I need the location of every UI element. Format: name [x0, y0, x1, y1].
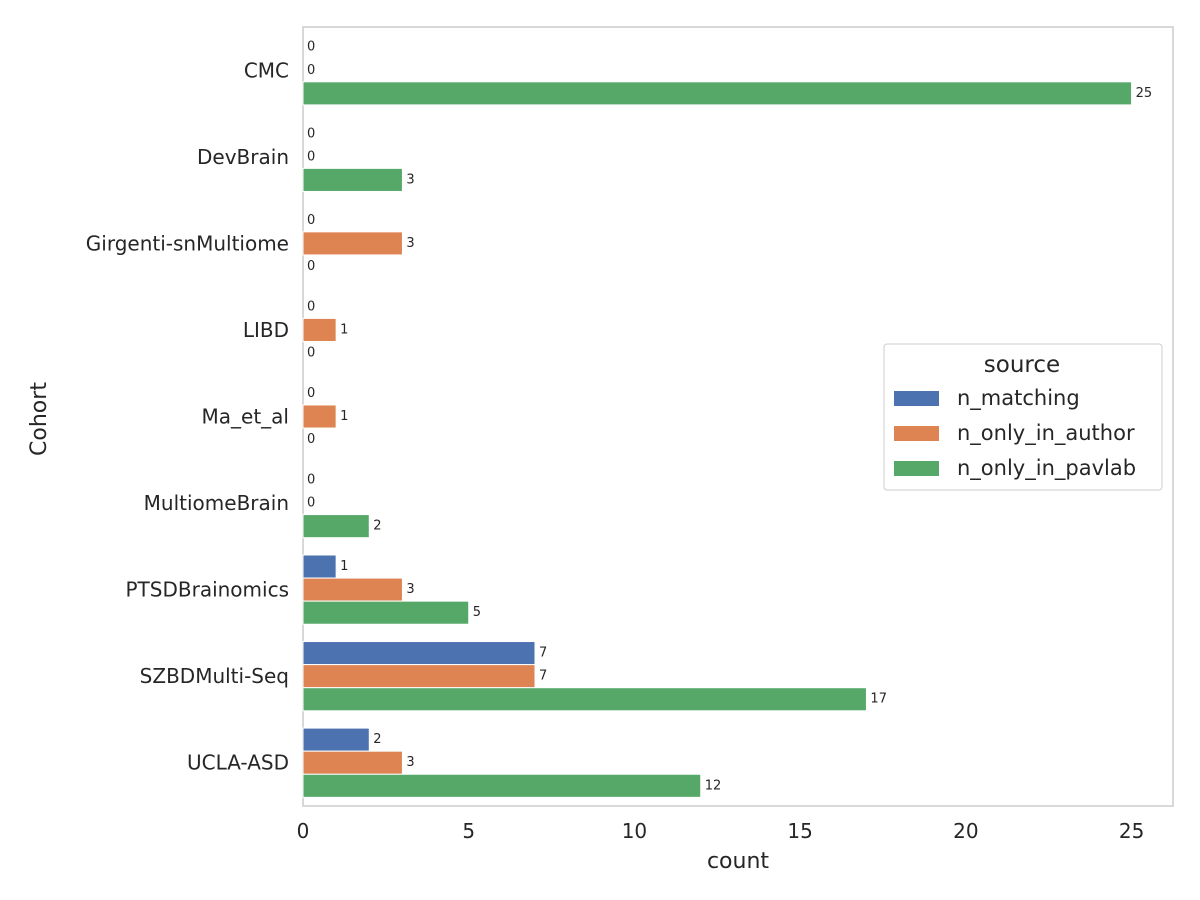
y-tick-labels: CMC DevBrain Girgenti-snMultiome LIBD Ma_et_…	[86, 58, 289, 774]
y-tick-label-multiomebrain: MultiomeBrain	[144, 491, 289, 515]
x-tick-label-0: 0	[297, 819, 310, 843]
legend-title: source	[984, 352, 1060, 378]
legend-swatch-n-matching	[894, 391, 939, 406]
bar-label-devbrain-n-only-in-pavlab: 3	[406, 172, 414, 187]
bar-labels-layer: 0 0 25 0 0 3 0 3 0 0 1 0 0 1 0 0 0 2 1 3 5 7 7 17 2 3 12	[307, 40, 1152, 794]
bar-label-ucla-asd-n-matching: 2	[373, 732, 381, 747]
legend-label-n-only-in-author: n_only_in_author	[957, 421, 1135, 446]
bar-szbdmulti-seq-n-only-in-pavlab	[302, 687, 867, 712]
bar-multiomebrain-n-only-in-pavlab	[302, 514, 370, 539]
bar-libd-n-only-in-author	[302, 317, 337, 342]
legend: source n_matching n_only_in_author n_only_…	[883, 343, 1163, 491]
legend-label-n-matching: n_matching	[957, 386, 1080, 411]
bar-label-multiomebrain-n-only-in-pavlab: 2	[373, 519, 381, 534]
x-tick-label-5: 5	[462, 819, 475, 843]
legend-swatch-n-only-in-pavlab	[894, 461, 939, 476]
bar-label-devbrain-n-only-in-author: 0	[307, 149, 315, 164]
y-tick-label-ma-et-al: Ma_et_al	[202, 405, 289, 429]
bar-label-girgenti-snmultiome-n-only-in-pavlab: 0	[307, 259, 315, 274]
bar-devbrain-n-only-in-pavlab	[302, 167, 403, 192]
x-tick-label-10: 10	[622, 819, 647, 843]
y-tick-label-cmc: CMC	[244, 58, 289, 82]
bar-ptsdbrainomics-n-only-in-pavlab	[302, 600, 470, 625]
bar-label-szbdmulti-seq-n-only-in-pavlab: 17	[870, 692, 887, 707]
bar-ptsdbrainomics-n-matching	[302, 554, 337, 579]
bar-label-libd-n-only-in-author: 1	[340, 322, 348, 337]
x-tick-label-25: 25	[1119, 819, 1144, 843]
x-axis-title: count	[707, 849, 769, 874]
x-tick-label-15: 15	[787, 819, 812, 843]
bar-label-cmc-n-matching: 0	[307, 40, 315, 55]
bar-ma-et-al-n-only-in-author	[302, 404, 337, 429]
y-tick-label-szbdmulti-seq: SZBDMulti-Seq	[140, 664, 289, 688]
bar-label-szbdmulti-seq-n-only-in-author: 7	[539, 669, 547, 684]
legend-swatch-n-only-in-author	[894, 426, 939, 441]
y-tick-label-devbrain: DevBrain	[197, 145, 289, 169]
bar-label-ma-et-al-n-only-in-pavlab: 0	[307, 432, 315, 447]
bars-layer	[302, 81, 1133, 798]
bar-label-cmc-n-only-in-pavlab: 25	[1136, 86, 1153, 101]
bar-label-libd-n-matching: 0	[307, 299, 315, 314]
legend-label-n-only-in-pavlab: n_only_in_pavlab	[957, 456, 1136, 481]
bar-cmc-n-only-in-pavlab	[302, 81, 1133, 106]
legend-items: n_matching n_only_in_author n_only_in_pavl…	[894, 386, 1136, 481]
bar-ptsdbrainomics-n-only-in-author	[302, 577, 403, 602]
bar-label-devbrain-n-matching: 0	[307, 126, 315, 141]
bar-label-ptsdbrainomics-n-only-in-author: 3	[406, 582, 414, 597]
bar-ucla-asd-n-only-in-pavlab	[302, 773, 702, 798]
y-tick-label-ucla-asd: UCLA-ASD	[187, 751, 289, 775]
bar-szbdmulti-seq-n-matching	[302, 641, 536, 666]
y-tick-label-libd: LIBD	[243, 318, 289, 342]
bar-ucla-asd-n-only-in-author	[302, 750, 403, 775]
bar-label-ptsdbrainomics-n-only-in-pavlab: 5	[473, 605, 481, 620]
bar-label-ma-et-al-n-only-in-author: 1	[340, 409, 348, 424]
bar-label-ma-et-al-n-matching: 0	[307, 386, 315, 401]
bar-label-ucla-asd-n-only-in-author: 3	[406, 755, 414, 770]
bar-label-girgenti-snmultiome-n-matching: 0	[307, 213, 315, 228]
bar-label-ucla-asd-n-only-in-pavlab: 12	[705, 778, 722, 793]
bar-label-szbdmulti-seq-n-matching: 7	[539, 646, 547, 661]
bar-label-ptsdbrainomics-n-matching: 1	[340, 559, 348, 574]
x-tick-label-20: 20	[953, 819, 978, 843]
bar-label-multiomebrain-n-matching: 0	[307, 472, 315, 487]
y-axis-title: Cohort	[27, 382, 52, 456]
y-tick-label-girgenti-snmultiome: Girgenti-snMultiome	[86, 231, 289, 255]
bar-label-libd-n-only-in-pavlab: 0	[307, 346, 315, 361]
x-tick-labels: 0 5 10 15 20 25	[297, 819, 1145, 843]
bar-label-girgenti-snmultiome-n-only-in-author: 3	[406, 236, 414, 251]
legend-frame	[883, 343, 1163, 491]
bar-girgenti-snmultiome-n-only-in-author	[302, 231, 403, 256]
bar-label-cmc-n-only-in-author: 0	[307, 63, 315, 78]
bar-label-multiomebrain-n-only-in-author: 0	[307, 496, 315, 511]
y-tick-label-ptsdbrainomics: PTSDBrainomics	[126, 578, 290, 602]
bar-szbdmulti-seq-n-only-in-author	[302, 664, 536, 689]
bar-ucla-asd-n-matching	[302, 727, 370, 752]
